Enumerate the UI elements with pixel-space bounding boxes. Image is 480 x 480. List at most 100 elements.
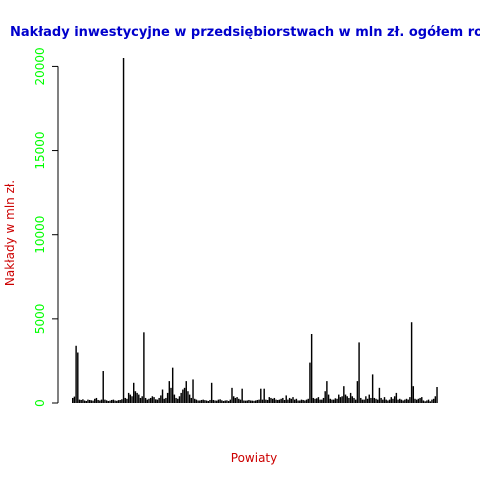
bar — [417, 398, 420, 403]
bar — [209, 399, 211, 403]
bar — [305, 399, 308, 403]
bar — [299, 400, 301, 403]
bar — [332, 399, 335, 403]
bar — [304, 400, 306, 403]
bar — [121, 399, 123, 403]
bar — [207, 400, 209, 403]
bar — [346, 396, 348, 403]
bar — [283, 399, 286, 403]
bar — [271, 398, 274, 403]
bar — [251, 400, 254, 403]
bar — [148, 398, 150, 403]
bar — [219, 399, 221, 403]
bar — [221, 400, 223, 403]
bar — [83, 400, 86, 403]
bar — [187, 391, 189, 403]
bar — [373, 397, 376, 403]
bar — [395, 392, 398, 403]
bar — [156, 399, 159, 403]
bar — [382, 399, 384, 403]
bar — [222, 400, 225, 403]
bar — [363, 399, 365, 403]
bar — [146, 399, 148, 403]
bar — [419, 397, 421, 403]
bar — [377, 399, 379, 403]
bar — [356, 381, 359, 403]
bar — [73, 396, 76, 403]
bar — [161, 389, 164, 403]
bar — [358, 342, 360, 403]
bar — [409, 397, 411, 403]
bar — [297, 400, 299, 403]
bar — [258, 399, 260, 403]
bar — [139, 397, 142, 403]
bar — [414, 398, 416, 403]
bar — [368, 394, 370, 403]
bar — [290, 398, 293, 403]
bar — [188, 394, 191, 403]
bar — [343, 386, 345, 403]
bar — [241, 388, 243, 403]
bar — [171, 367, 174, 403]
bar — [405, 398, 408, 403]
bar — [134, 391, 137, 403]
bar — [133, 382, 135, 403]
bar — [360, 397, 362, 403]
y-axis: 0 5000 10000 15000 20000 — [33, 47, 59, 407]
bar — [354, 399, 357, 403]
bar — [322, 397, 325, 403]
bar — [317, 397, 320, 403]
bar — [365, 396, 367, 403]
bar — [163, 398, 165, 403]
bar — [314, 398, 316, 403]
bar — [166, 392, 169, 403]
bar — [100, 399, 103, 403]
bar — [131, 396, 133, 403]
bar — [102, 371, 104, 403]
bar — [105, 400, 108, 403]
bar — [197, 400, 199, 403]
bar — [205, 400, 208, 403]
bar — [138, 394, 140, 403]
bar — [168, 381, 171, 403]
bar — [110, 399, 113, 403]
bar — [383, 397, 386, 403]
bar — [410, 322, 413, 403]
bar — [182, 389, 184, 403]
bar — [427, 399, 430, 403]
bar — [324, 391, 326, 403]
bar — [253, 400, 255, 403]
bar — [266, 399, 269, 403]
bar — [127, 392, 130, 403]
bar — [160, 395, 162, 403]
bar — [87, 399, 89, 403]
bar — [144, 397, 147, 403]
bar — [175, 397, 177, 403]
bar — [248, 399, 250, 403]
y-tick-label: 10000 — [33, 216, 47, 254]
bar — [109, 400, 111, 403]
bar — [321, 399, 323, 403]
bar — [349, 392, 352, 403]
bar — [200, 399, 203, 403]
bar — [90, 400, 93, 403]
bar — [407, 399, 409, 403]
bar — [119, 399, 121, 403]
bar — [180, 392, 182, 403]
bar — [307, 398, 309, 403]
bar — [375, 398, 377, 403]
bar — [399, 398, 401, 403]
bar — [295, 398, 298, 403]
bar — [293, 399, 296, 403]
bar — [421, 397, 423, 403]
bar — [231, 387, 233, 403]
bar — [178, 396, 181, 403]
bar — [214, 400, 216, 403]
bar — [436, 387, 438, 403]
bar — [288, 397, 291, 403]
bar — [370, 397, 372, 403]
bar — [199, 400, 201, 403]
bar — [177, 398, 179, 403]
bar — [204, 400, 206, 403]
